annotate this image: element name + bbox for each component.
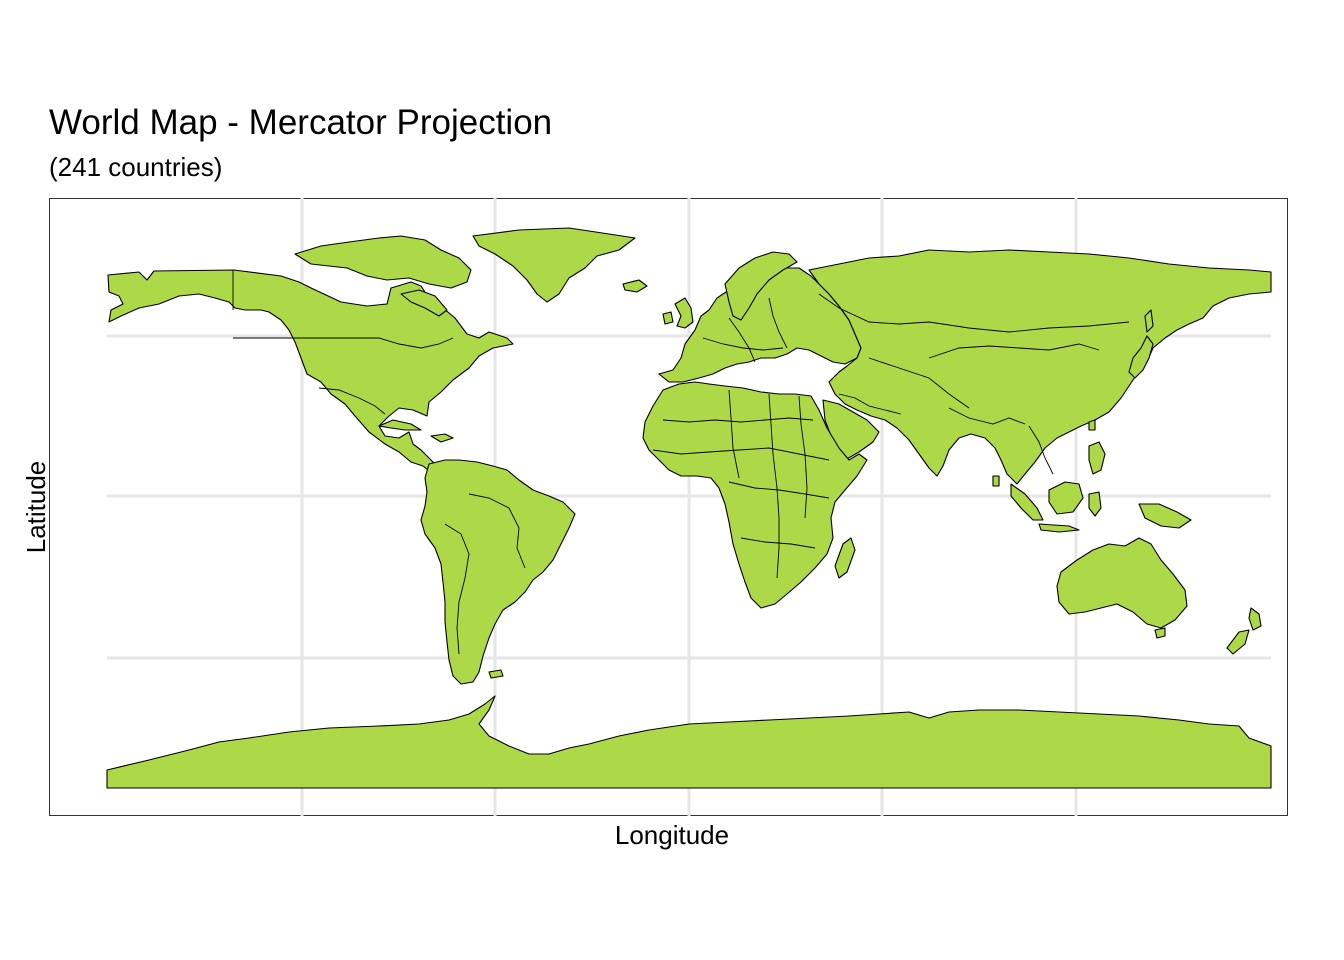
landmass-iceland xyxy=(622,279,648,293)
border-europe-2 xyxy=(728,317,756,363)
country-borders xyxy=(232,270,1130,655)
landmass-australia xyxy=(1056,537,1188,629)
landmass-sulawesi xyxy=(1088,491,1102,517)
landmass-sri-lanka xyxy=(992,475,1000,487)
landmass-new-zealand-north xyxy=(1248,607,1262,631)
landmass-africa xyxy=(642,381,868,609)
landmass-philippines xyxy=(1088,441,1106,475)
landmass-greenland xyxy=(472,227,636,303)
border-russia xyxy=(818,293,1130,333)
border-andes xyxy=(444,523,470,655)
landmass-borneo xyxy=(1048,481,1084,515)
landmass-antarctica xyxy=(106,695,1272,789)
border-indochina xyxy=(1028,425,1054,475)
landmass-hispaniola xyxy=(430,433,454,443)
landmass-falklands xyxy=(488,669,504,679)
landmass-sumatra xyxy=(1010,483,1044,521)
border-us-canada xyxy=(233,337,454,349)
y-axis-label: Latitude xyxy=(21,460,51,554)
landmass-java xyxy=(1038,523,1080,533)
landmass-ireland xyxy=(662,311,674,325)
landmass-new-guinea xyxy=(1138,503,1192,529)
landmass-scandinavia xyxy=(724,251,798,321)
border-brazil xyxy=(468,493,526,569)
border-europe-1 xyxy=(702,337,784,351)
border-africa-vertical-2 xyxy=(768,393,780,579)
border-africa-vertical-1 xyxy=(728,389,740,479)
map-title: World Map - Mercator Projection xyxy=(49,103,553,142)
landmass-great-britain xyxy=(674,297,694,329)
border-africa-vertical-3 xyxy=(798,395,808,519)
landmass-new-zealand-south xyxy=(1226,629,1250,655)
world-map xyxy=(106,198,1272,816)
landmass-sakhalin xyxy=(1144,309,1154,333)
border-africa-south xyxy=(740,537,816,549)
land-masses xyxy=(106,227,1272,789)
landmass-north-america xyxy=(107,269,514,475)
landmass-japan xyxy=(1128,335,1154,379)
border-europe-3 xyxy=(768,297,788,349)
border-africa-central xyxy=(728,481,830,499)
border-us-mexico xyxy=(318,387,386,415)
landmass-arctic-islands xyxy=(294,235,472,289)
border-central-asia xyxy=(868,357,970,409)
border-middle-east xyxy=(838,393,902,415)
border-india xyxy=(948,407,1026,425)
border-china xyxy=(928,343,1100,359)
map-subtitle: (241 countries) xyxy=(49,152,223,182)
landmass-tasmania xyxy=(1154,627,1166,639)
border-africa-north xyxy=(662,417,814,423)
landmass-taiwan xyxy=(1088,419,1096,431)
landmass-baffin-island xyxy=(400,289,448,317)
landmass-asia xyxy=(808,249,1272,485)
x-axis-label: Longitude xyxy=(614,820,730,850)
landmass-madagascar xyxy=(834,537,856,579)
border-africa-sahel xyxy=(652,447,830,461)
landmass-south-america xyxy=(420,459,576,685)
landmass-cuba xyxy=(378,419,422,431)
